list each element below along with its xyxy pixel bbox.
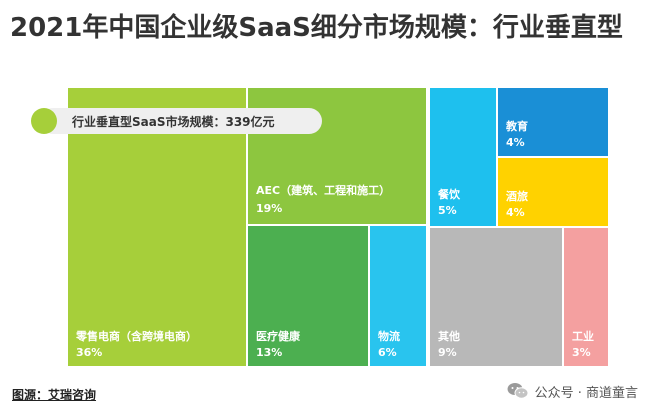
tile-name-9: 工业: [572, 329, 594, 343]
watermark: 公众号 · 商道童言: [507, 379, 638, 403]
tile-6: [498, 88, 608, 156]
chart-title: 2021年中国企业级SaaS细分市场规模：行业垂直型: [10, 13, 623, 43]
tile-name-1: 零售电商（含跨境电商）: [75, 329, 197, 343]
tile-name-4: 物流: [378, 329, 400, 343]
wechat-icon: [507, 383, 529, 399]
tile-value-1: 36%: [76, 346, 102, 359]
tile-8: [430, 228, 562, 366]
tile-value-7: 4%: [506, 206, 525, 219]
tile-name-6: 教育: [505, 119, 528, 133]
tile-value-6: 4%: [506, 136, 525, 149]
tile-4: [370, 226, 426, 366]
tile-7: [498, 158, 608, 226]
tile-value-4: 6%: [378, 346, 397, 359]
tile-name-3: 医疗健康: [256, 329, 301, 343]
tile-name-7: 酒旅: [506, 189, 528, 203]
tile-value-3: 13%: [256, 346, 282, 359]
source-note: 图源：艾瑞咨询: [12, 388, 97, 402]
tile-value-2: 19%: [256, 202, 282, 215]
tile-3: [248, 226, 368, 366]
callout-pill: [40, 108, 322, 134]
tile-name-5: 餐饮: [437, 187, 461, 201]
tile-name-8: 其他: [438, 329, 460, 343]
tile-name-2: AEC（建筑、工程和施工）: [256, 183, 390, 197]
tile-value-5: 5%: [438, 204, 457, 217]
tile-9: [564, 228, 608, 366]
watermark-text: 公众号 · 商道童言: [534, 385, 638, 401]
callout-dot: [31, 108, 57, 134]
tile-5: [430, 88, 496, 226]
tile-value-8: 9%: [438, 346, 457, 359]
tile-1: [68, 88, 246, 366]
callout-text: 行业垂直型SaaS市场规模：339亿元: [71, 114, 275, 129]
tile-value-9: 3%: [572, 346, 591, 359]
